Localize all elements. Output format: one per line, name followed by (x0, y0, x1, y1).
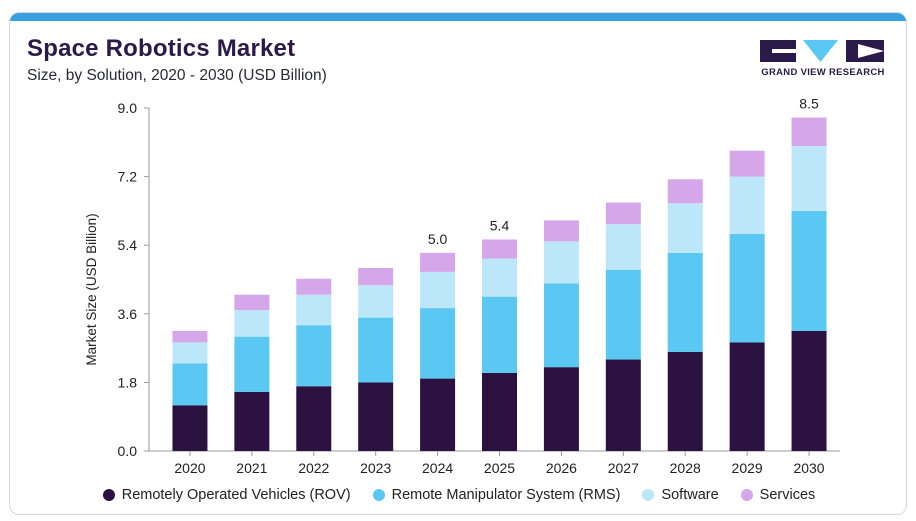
legend-item: Software (642, 487, 719, 503)
bar-segment (543, 220, 579, 242)
bar-segment (296, 294, 332, 326)
legend-item: Remotely Operated Vehicles (ROV) (102, 487, 351, 503)
chart-title: Space Robotics Market (27, 35, 296, 62)
bar-segment (482, 372, 517, 451)
legend-label: Remote Manipulator System (RMS) (391, 487, 621, 503)
bar-segment (420, 308, 456, 379)
bar-segment (605, 202, 641, 225)
legend-label: Remotely Operated Vehicles (ROV) (121, 487, 351, 503)
bar-segment (172, 342, 208, 364)
x-tick-label: 2029 (732, 460, 763, 476)
bar-segment (605, 359, 641, 451)
x-tick-label: 2030 (793, 460, 824, 476)
bar-segment (172, 330, 208, 343)
bar-segment (234, 391, 270, 451)
stacked-bar-chart: 0.0 1.8 3.6 5.4 7.2 9.0 Market Size (USD Billi… (84, 96, 840, 476)
logo-notch-right (858, 44, 884, 58)
data-label: 5.4 (490, 217, 510, 233)
legend-label: Services (759, 487, 816, 503)
bar-segment (482, 239, 517, 259)
x-tick-label: 2022 (298, 460, 329, 476)
legend-swatch (372, 489, 385, 501)
bar-segment (420, 271, 456, 309)
x-tick-label: 2021 (236, 460, 267, 476)
legend-item: Remote Manipulator System (RMS) (372, 487, 621, 503)
bar-segment (543, 283, 579, 368)
bar-segment (172, 363, 208, 406)
bar-segment (296, 325, 332, 387)
bar-segment (420, 378, 456, 451)
bar-segment (358, 382, 394, 451)
bar-segment (482, 258, 517, 297)
data-label: 8.5 (799, 96, 819, 112)
chart-card: Space Robotics Market Size, by Solution,… (9, 12, 907, 515)
bar-segment (420, 252, 456, 272)
bar-segment (543, 367, 579, 451)
bar-segment (667, 351, 703, 451)
x-tick-label: 2020 (174, 460, 205, 476)
y-axis-title: Market Size (USD Billion) (84, 213, 99, 365)
bar-segment (296, 278, 332, 295)
bar-segment (605, 224, 641, 270)
y-tick-label: 5.4 (118, 237, 138, 253)
logo-gap-left (772, 49, 796, 53)
x-tick-label: 2025 (484, 460, 515, 476)
bar-segment (667, 203, 703, 253)
legend-item: Services (740, 487, 816, 503)
bar-segment (358, 268, 394, 286)
x-tick-label: 2024 (422, 460, 453, 476)
bar-segment (605, 269, 641, 360)
bar-segment (234, 336, 270, 392)
data-label: 5.0 (428, 231, 448, 247)
bar-segment (667, 252, 703, 352)
bar-segment (791, 330, 827, 451)
y-tick-label: 0.0 (118, 443, 138, 459)
x-tick-label: 2023 (360, 460, 391, 476)
x-tick-label: 2028 (670, 460, 701, 476)
x-tick-label: 2026 (546, 460, 577, 476)
bar-segment (234, 294, 270, 310)
bar-segment (234, 309, 270, 337)
legend-swatch (102, 489, 115, 501)
bar-segment (667, 179, 703, 204)
bar-segment (543, 241, 579, 284)
bar-segment (791, 117, 827, 147)
accent-topbar (10, 13, 906, 21)
legend-label: Software (661, 487, 719, 503)
y-tick-label: 9.0 (118, 100, 138, 116)
chart-subtitle: Size, by Solution, 2020 - 2030 (USD Bill… (27, 67, 327, 84)
chart-legend: Remotely Operated Vehicles (ROV) Remote M… (10, 487, 906, 503)
bar-segment (791, 210, 827, 331)
y-tick-label: 7.2 (118, 169, 138, 185)
bar-segment (729, 150, 765, 177)
logo-chevron (803, 40, 838, 62)
logo-wordmark: GRAND VIEW RESEARCH (761, 67, 885, 78)
bar-segment (729, 342, 765, 451)
bar-segment (729, 233, 765, 343)
bar-segment (172, 405, 208, 451)
y-tick-label: 3.6 (118, 306, 138, 322)
bar-segment (791, 146, 827, 211)
bar-segment (358, 317, 394, 383)
legend-swatch (740, 489, 753, 501)
bar-segment (482, 296, 517, 373)
y-tick-label: 1.8 (118, 374, 138, 390)
bar-segment (296, 386, 332, 451)
bar-segment (358, 285, 394, 318)
x-tick-label: 2027 (608, 460, 639, 476)
bar-segment (729, 176, 765, 234)
grand-view-research-logo (760, 40, 884, 62)
legend-swatch (642, 489, 655, 501)
